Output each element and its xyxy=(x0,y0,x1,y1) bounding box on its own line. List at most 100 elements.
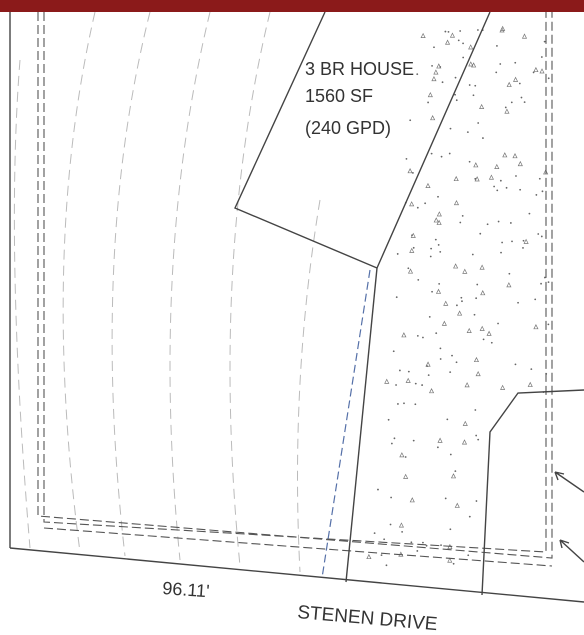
stipple-dot xyxy=(433,69,439,75)
stipple-dot xyxy=(414,382,417,385)
stipple-dot xyxy=(427,101,429,104)
stipple-dot xyxy=(496,189,499,192)
stipple-dot xyxy=(479,264,485,270)
contour-line xyxy=(62,11,96,553)
stipple-dot xyxy=(475,370,481,377)
stipple-dot xyxy=(543,40,546,43)
stipple-dot xyxy=(486,223,489,226)
stipple-dot xyxy=(468,84,471,86)
stipple-dot xyxy=(412,172,414,174)
stipple-dot xyxy=(513,76,519,82)
stipple-dot xyxy=(462,268,468,274)
stipple-dot xyxy=(522,239,525,242)
stipple-dot xyxy=(466,327,472,333)
stipple-dot xyxy=(537,233,540,235)
stipple-dot xyxy=(447,557,453,563)
stipple-dot xyxy=(540,282,542,285)
stipple-dot xyxy=(412,246,415,249)
stipple-dot xyxy=(517,160,523,167)
stipple-dot xyxy=(475,500,478,502)
stipple-dot xyxy=(399,452,405,458)
setback-line xyxy=(43,527,553,567)
stipple-dot xyxy=(430,247,433,250)
stipple-dot xyxy=(453,175,459,182)
stipple-dot xyxy=(439,250,442,253)
house-label: 1560 SF xyxy=(305,86,373,106)
stipple-dot xyxy=(454,502,460,508)
stipple-dot xyxy=(468,61,474,67)
stipple-dot xyxy=(494,163,500,169)
stipple-dot xyxy=(409,497,415,503)
stipple-dot xyxy=(390,496,393,499)
stipple-dot xyxy=(471,62,477,68)
stipple-dot xyxy=(427,91,433,98)
stipple-dot xyxy=(490,341,493,344)
stipple-dot xyxy=(411,234,413,237)
stipple-dot xyxy=(387,418,390,421)
stipple-dot xyxy=(497,220,500,223)
stipple-dot xyxy=(473,162,479,168)
stipple-dot xyxy=(515,175,517,177)
stipple-dot xyxy=(499,27,505,33)
stipple-dot xyxy=(500,384,506,390)
stipple-dot xyxy=(422,336,424,339)
stipple-dot xyxy=(477,122,480,124)
stipple-dot xyxy=(392,350,395,353)
stipple-dot xyxy=(407,267,410,270)
stipple-dot xyxy=(412,439,415,442)
stipple-dot xyxy=(461,214,464,217)
contours xyxy=(13,11,321,573)
stipple-dot xyxy=(417,278,420,281)
stipple-dot xyxy=(454,470,457,473)
stipple-dot xyxy=(534,298,537,301)
stipple-dot xyxy=(505,186,508,189)
stipple-dot xyxy=(421,384,424,386)
stipple-dot xyxy=(459,30,462,32)
stipple-dot xyxy=(395,384,397,386)
stipple-dot xyxy=(441,81,444,84)
stipple-dot xyxy=(530,368,533,370)
stipple-dot xyxy=(395,296,398,299)
stipple-dot xyxy=(405,377,411,383)
stipple-dot xyxy=(416,550,419,552)
stipple-dot xyxy=(403,473,409,479)
stipple-dot xyxy=(510,101,513,104)
stipple-dot xyxy=(499,63,502,65)
stipple-dot xyxy=(434,238,437,241)
stipple-dot xyxy=(540,56,543,58)
stipple-dot xyxy=(511,240,513,243)
stipple-dot xyxy=(476,283,479,286)
stipple-dot xyxy=(416,335,419,337)
stipple-dot xyxy=(499,179,502,182)
stipple-dot xyxy=(377,488,379,491)
stipple-dot xyxy=(409,201,415,207)
stipple-dot xyxy=(425,182,431,188)
stipple-dot xyxy=(520,96,523,99)
stipple-dot xyxy=(439,347,442,350)
stipple-dot xyxy=(433,46,435,49)
stipple-dot xyxy=(468,515,471,518)
stipple-dot xyxy=(462,56,465,59)
stipple-dot xyxy=(448,152,451,155)
stipple-dot xyxy=(456,304,458,307)
stipple-dot xyxy=(437,244,440,246)
stipple-dot xyxy=(468,160,471,163)
stipple-dot xyxy=(454,76,457,79)
stipple-dot xyxy=(497,322,499,325)
stipple-dot xyxy=(425,361,431,367)
stipple-dot xyxy=(462,42,464,45)
stipple-dot xyxy=(409,247,415,253)
stipple-dot xyxy=(437,195,439,198)
stipple-dot xyxy=(457,310,463,316)
stipple-dot xyxy=(473,356,480,363)
stipple-dot xyxy=(533,324,539,330)
stipple-dot xyxy=(431,290,433,293)
stipple-dot xyxy=(420,32,426,39)
stipple-dot xyxy=(404,456,407,458)
stipple-dot xyxy=(474,84,477,87)
stipple-dot xyxy=(407,168,413,174)
stipple-dot xyxy=(500,251,502,254)
house-label: 3 BR HOUSE xyxy=(305,59,414,79)
stipple-dot xyxy=(514,61,517,64)
